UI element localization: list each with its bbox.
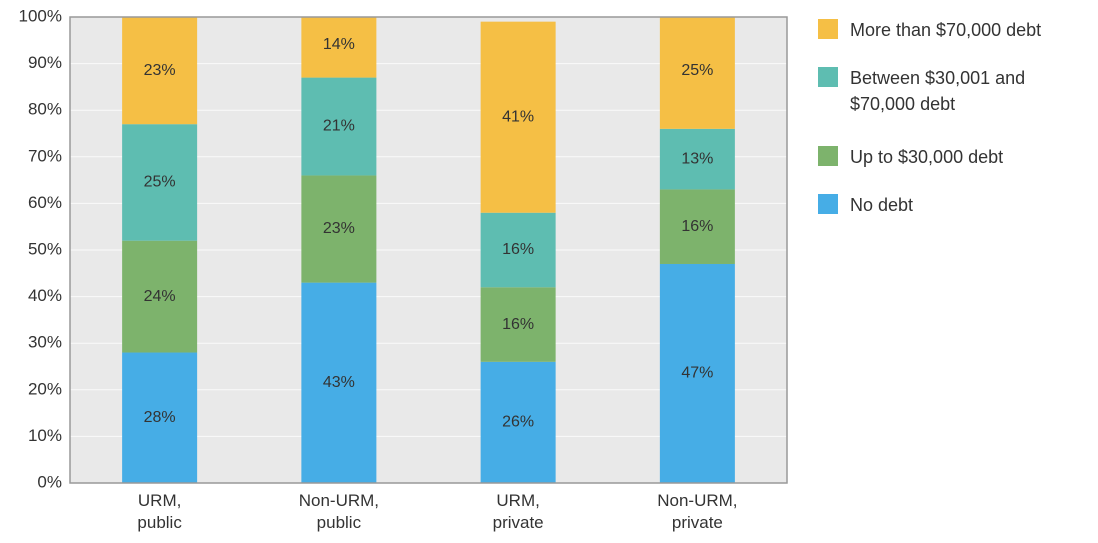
- y-tick-label: 0%: [37, 472, 62, 490]
- legend-label: Between $30,001 and $70,000 debt: [850, 68, 1026, 114]
- bar-segment: [659, 189, 735, 264]
- data-label: 14%: [323, 36, 355, 53]
- y-tick-label: 100%: [19, 6, 62, 25]
- y-tick-label: 70%: [28, 146, 62, 165]
- bar-segment: [122, 352, 198, 483]
- x-tick-label: URM, private: [492, 491, 544, 532]
- data-label: 23%: [144, 62, 176, 79]
- x-tick-label: URM, public: [137, 491, 182, 532]
- legend-swatch: [818, 19, 838, 39]
- bar-segment: [659, 17, 735, 129]
- data-label: 28%: [144, 409, 176, 426]
- legend-item: No debt: [818, 192, 1090, 218]
- x-tick-label: Non-URM, private: [657, 491, 738, 532]
- data-label: 25%: [681, 62, 713, 79]
- chart: 28% 24% 25% 23% 43% 23% 21% 14% 26% 16% 16% 41% 47% 1…: [19, 6, 788, 490]
- data-label: 41%: [502, 108, 534, 125]
- legend-item: More than $70,000 debt: [818, 17, 1090, 43]
- data-label: 23%: [323, 220, 355, 237]
- x-tick-label: Non-URM, public: [298, 491, 380, 532]
- bar-segment: [301, 17, 377, 78]
- legend-swatch: [818, 146, 838, 166]
- legend-swatch: [818, 67, 838, 87]
- y-tick-label: 10%: [28, 426, 62, 445]
- y-tick-label: 50%: [28, 239, 62, 258]
- bar-segment: [659, 128, 735, 190]
- y-tick-label: 30%: [28, 333, 62, 352]
- plot-border: [69, 16, 788, 484]
- data-label: 47%: [681, 365, 713, 382]
- y-tick-label: 80%: [28, 100, 62, 119]
- bars: 28% 24% 25% 23% 43% 23% 21% 14% 26% 16% 16% 41% 47% 1…: [122, 17, 735, 483]
- y-tick-label: 90%: [28, 53, 62, 72]
- legend-item: Between $30,001 and $70,000 debt: [818, 65, 1050, 117]
- data-label: 43%: [323, 374, 355, 391]
- y-tick-label: 20%: [28, 379, 62, 398]
- legend-label: No debt: [850, 195, 914, 215]
- data-label: 13%: [681, 150, 713, 167]
- data-label: 26%: [502, 414, 534, 431]
- bar-segment: [480, 212, 556, 288]
- data-label: 25%: [144, 174, 176, 191]
- y-tick-label: 40%: [28, 286, 62, 305]
- bar-segment: [480, 21, 556, 213]
- bar-segment: [122, 240, 198, 353]
- data-label: 21%: [323, 118, 355, 135]
- legend-swatch: [818, 194, 838, 214]
- data-label: 16%: [502, 241, 534, 258]
- bar-segment: [122, 124, 198, 241]
- data-label: 24%: [144, 288, 176, 305]
- bar-segment: [301, 77, 377, 176]
- legend-item: Up to $30,000 debt: [818, 144, 1090, 170]
- y-tick-label: 60%: [28, 193, 62, 212]
- bar-segment: [301, 175, 377, 283]
- legend-label: Up to $30,000 debt: [850, 147, 1004, 167]
- bar-segment: [659, 263, 735, 483]
- bar-segment: [480, 361, 556, 483]
- bar-segment: [122, 17, 198, 125]
- bar-segment: [301, 282, 377, 483]
- bar-segment: [480, 287, 556, 362]
- legend-label: More than $70,000 debt: [850, 20, 1042, 40]
- data-label: 16%: [502, 316, 534, 333]
- data-label: 16%: [681, 218, 713, 235]
